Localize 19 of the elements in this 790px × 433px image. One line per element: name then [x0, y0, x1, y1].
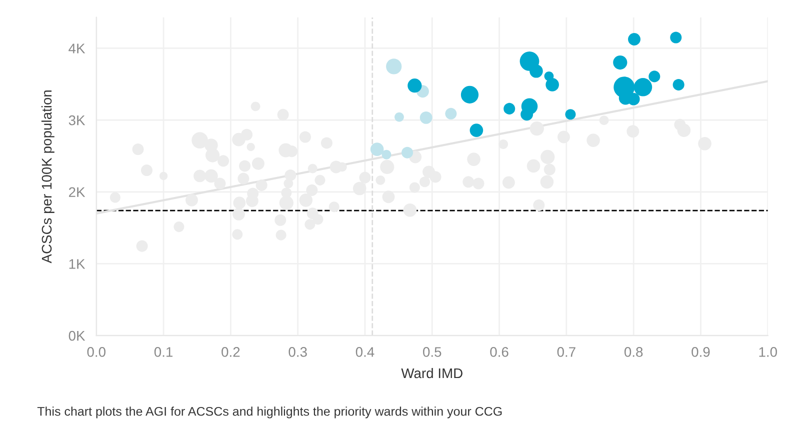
x-tick-label: 0.2 [222, 347, 240, 357]
x-tick-label: 0.1 [154, 347, 173, 357]
x-tick-label: 0.0 [87, 347, 106, 357]
x-tick-label: 0.9 [692, 347, 710, 357]
y-tick-label: 0K [68, 330, 86, 341]
y-tick-label: 3K [68, 115, 86, 126]
x-tick-label: 1.0 [759, 347, 777, 357]
x-tick-label: 0.6 [490, 347, 508, 357]
y-tick-label: 1K [69, 259, 86, 269]
x-axis-title: Ward IMD [401, 368, 462, 378]
x-tick-label: 0.7 [557, 347, 576, 357]
text: This chart plots the AGI for ACSCs and highlights the priority wards within your CCG [37, 406, 502, 418]
x-tick-label: 0.3 [288, 347, 307, 357]
y-axis-title: ACSCs per 100K population [41, 90, 54, 264]
y-tick-label: 4K [68, 44, 86, 54]
x-tick-label: 0.8 [624, 347, 643, 357]
y-tick-label: 2K [68, 187, 86, 197]
x-tick-label: 0.5 [423, 347, 442, 357]
x-tick-label: 0.4 [356, 347, 374, 357]
